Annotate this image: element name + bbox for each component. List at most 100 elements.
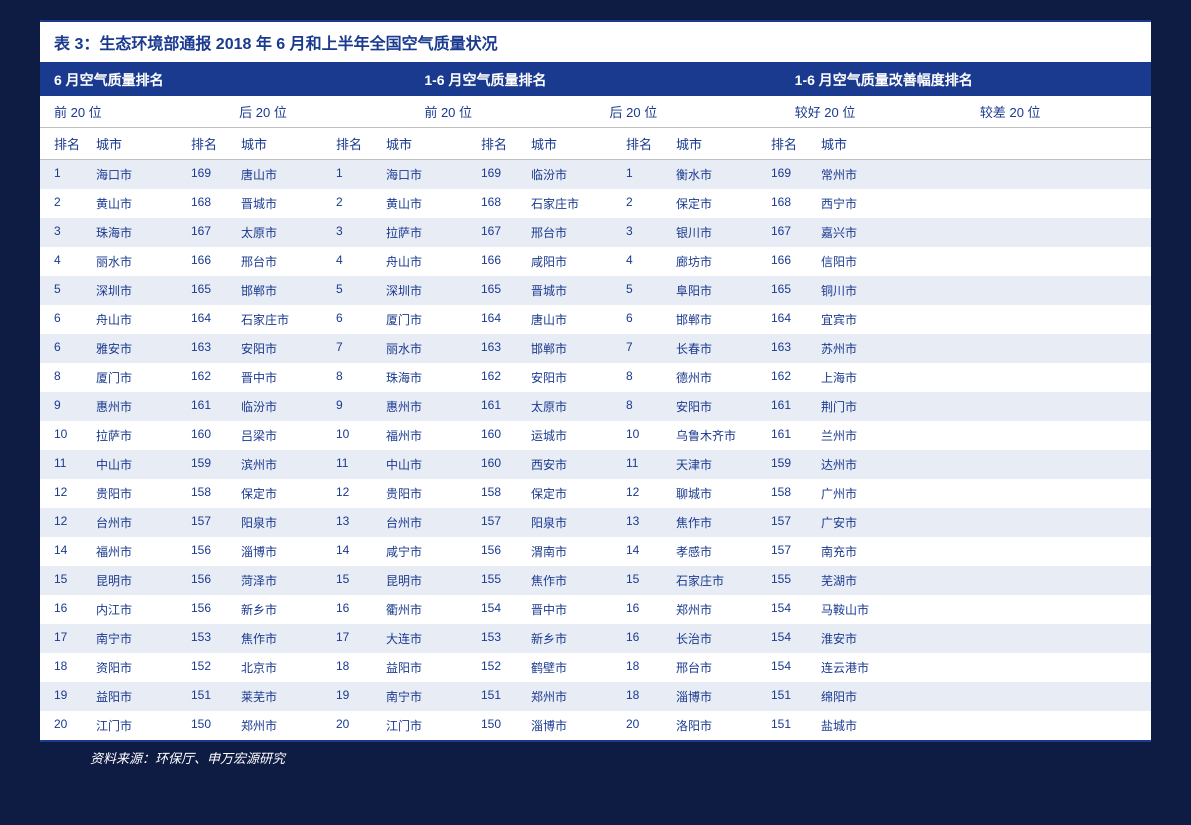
table-row: 3珠海市167太原市3拉萨市167邢台市3银川市167嘉兴市 (40, 218, 1151, 247)
city-cell: 邢台市 (525, 218, 620, 247)
city-cell: 淄博市 (525, 711, 620, 740)
table-row: 1海口市169唐山市1海口市169临汾市1衡水市169常州市 (40, 160, 1151, 189)
rank-cell: 10 (330, 421, 380, 450)
rank-cell: 12 (40, 508, 90, 537)
rank-cell: 168 (765, 189, 815, 218)
rank-cell: 153 (475, 624, 525, 653)
subheader: 前 20 位 (40, 96, 225, 127)
rank-cell: 14 (620, 537, 670, 566)
rank-cell: 151 (475, 682, 525, 711)
rank-cell: 2 (330, 189, 380, 218)
rank-cell: 163 (475, 334, 525, 363)
rank-cell: 18 (620, 653, 670, 682)
city-cell: 舟山市 (90, 305, 185, 334)
rank-cell: 163 (765, 334, 815, 363)
table-row: 9惠州市161临汾市9惠州市161太原市8安阳市161荆门市 (40, 392, 1151, 421)
rank-cell: 153 (185, 624, 235, 653)
rank-cell: 157 (765, 537, 815, 566)
city-cell: 石家庄市 (670, 566, 765, 595)
rank-cell: 19 (40, 682, 90, 711)
city-cell: 厦门市 (380, 305, 475, 334)
city-cell: 绵阳市 (815, 682, 910, 711)
rank-cell: 9 (40, 392, 90, 421)
col-header: 排名 (620, 128, 670, 159)
city-cell: 邢台市 (235, 247, 330, 276)
rank-cell: 18 (620, 682, 670, 711)
city-cell: 邯郸市 (525, 334, 620, 363)
rank-cell: 16 (40, 595, 90, 624)
city-cell: 邯郸市 (235, 276, 330, 305)
col-header: 城市 (235, 128, 330, 159)
rank-cell: 11 (620, 450, 670, 479)
col-header: 排名 (185, 128, 235, 159)
rank-cell: 18 (40, 653, 90, 682)
city-cell: 黄山市 (90, 189, 185, 218)
city-cell: 海口市 (380, 160, 475, 189)
rank-cell: 159 (185, 450, 235, 479)
col-header: 城市 (670, 128, 765, 159)
rank-cell: 166 (765, 247, 815, 276)
table-row: 20江门市150郑州市20江门市150淄博市20洛阳市151盐城市 (40, 711, 1151, 740)
table-row: 2黄山市168晋城市2黄山市168石家庄市2保定市168西宁市 (40, 189, 1151, 218)
rank-cell: 6 (330, 305, 380, 334)
rank-cell: 162 (185, 363, 235, 392)
city-cell: 中山市 (380, 450, 475, 479)
table-row: 5深圳市165邯郸市5深圳市165晋城市5阜阳市165铜川市 (40, 276, 1151, 305)
rank-cell: 15 (330, 566, 380, 595)
table-row: 17南宁市153焦作市17大连市153新乡市16长治市154淮安市 (40, 624, 1151, 653)
table-row: 4丽水市166邢台市4舟山市166咸阳市4廊坊市166信阳市 (40, 247, 1151, 276)
rank-cell: 156 (475, 537, 525, 566)
rank-cell: 12 (330, 479, 380, 508)
city-cell: 保定市 (525, 479, 620, 508)
rank-cell: 158 (765, 479, 815, 508)
city-cell: 福州市 (380, 421, 475, 450)
city-cell: 南充市 (815, 537, 910, 566)
city-cell: 台州市 (380, 508, 475, 537)
rank-cell: 161 (765, 392, 815, 421)
city-cell: 长治市 (670, 624, 765, 653)
city-cell: 铜川市 (815, 276, 910, 305)
city-cell: 雅安市 (90, 334, 185, 363)
city-cell: 唐山市 (525, 305, 620, 334)
city-cell: 晋中市 (235, 363, 330, 392)
rank-cell: 166 (475, 247, 525, 276)
rank-cell: 13 (620, 508, 670, 537)
city-cell: 阳泉市 (525, 508, 620, 537)
rank-cell: 4 (620, 247, 670, 276)
rank-cell: 4 (40, 247, 90, 276)
city-cell: 淄博市 (235, 537, 330, 566)
city-cell: 石家庄市 (525, 189, 620, 218)
table-row: 15昆明市156菏泽市15昆明市155焦作市15石家庄市155芜湖市 (40, 566, 1151, 595)
rank-cell: 161 (185, 392, 235, 421)
city-cell: 保定市 (235, 479, 330, 508)
rank-cell: 158 (185, 479, 235, 508)
city-cell: 广州市 (815, 479, 910, 508)
rank-cell: 152 (185, 653, 235, 682)
city-cell: 荆门市 (815, 392, 910, 421)
city-cell: 咸阳市 (525, 247, 620, 276)
city-cell: 芜湖市 (815, 566, 910, 595)
section-h1: 1-6 月空气质量排名 (410, 64, 780, 96)
city-cell: 珠海市 (90, 218, 185, 247)
city-cell: 昆明市 (90, 566, 185, 595)
city-cell: 厦门市 (90, 363, 185, 392)
rank-cell: 8 (330, 363, 380, 392)
rank-cell: 159 (765, 450, 815, 479)
city-cell: 珠海市 (380, 363, 475, 392)
rank-cell: 20 (330, 711, 380, 740)
city-cell: 中山市 (90, 450, 185, 479)
col-header: 城市 (380, 128, 475, 159)
city-cell: 福州市 (90, 537, 185, 566)
city-cell: 台州市 (90, 508, 185, 537)
column-headers: 排名 城市 排名 城市 排名 城市 排名 城市 排名 城市 排名 城市 (40, 128, 1151, 160)
city-cell: 郑州市 (235, 711, 330, 740)
city-cell: 深圳市 (90, 276, 185, 305)
rank-cell: 165 (185, 276, 235, 305)
city-cell: 晋城市 (235, 189, 330, 218)
col-header: 城市 (815, 128, 910, 159)
city-cell: 临汾市 (525, 160, 620, 189)
rank-cell: 9 (330, 392, 380, 421)
rank-cell: 152 (475, 653, 525, 682)
table-row: 8厦门市162晋中市8珠海市162安阳市8德州市162上海市 (40, 363, 1151, 392)
city-cell: 惠州市 (90, 392, 185, 421)
